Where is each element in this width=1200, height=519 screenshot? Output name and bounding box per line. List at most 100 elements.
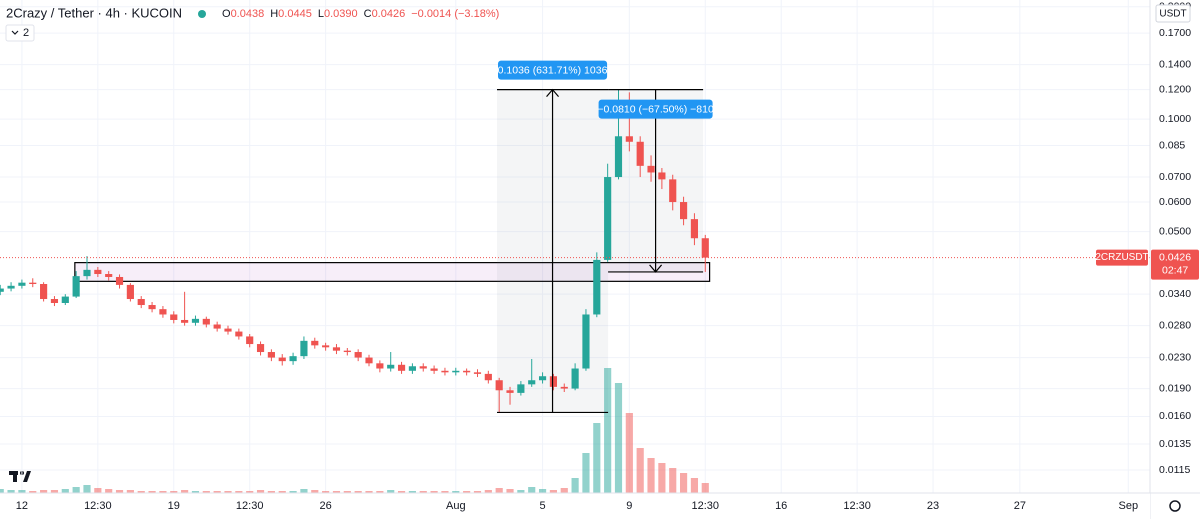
candle-body — [495, 380, 503, 391]
indicators-toggle[interactable] — [5, 24, 35, 42]
volume-bar — [593, 423, 601, 493]
volume-bar — [408, 491, 416, 493]
volume-bar — [115, 490, 124, 493]
x-tick-label: 12:30 — [84, 500, 112, 512]
candle-body — [690, 219, 699, 239]
candle-body — [256, 344, 265, 353]
volume-bar — [29, 491, 37, 493]
candle-body — [397, 364, 406, 371]
ohlc-value: 0.0445 — [278, 8, 312, 20]
volume-bar — [506, 489, 514, 493]
candle-body — [29, 282, 37, 285]
volume-bar — [560, 488, 568, 493]
y-tick-label: 0.0500 — [1159, 225, 1191, 237]
chevron — [11, 30, 19, 35]
candle-body — [658, 172, 666, 180]
volume-bar — [604, 368, 612, 493]
volume-bar — [463, 491, 471, 493]
settings-icon[interactable] — [1169, 500, 1181, 512]
volume-bar — [365, 491, 373, 493]
ohlc-key: L — [318, 8, 324, 20]
volume-bar — [332, 491, 341, 493]
currency: USDT — [1159, 9, 1186, 20]
x-tick-label: 23 — [927, 500, 939, 512]
volume-bar — [267, 491, 275, 493]
volume-bar — [647, 458, 655, 493]
ohlc-key: C — [364, 8, 372, 20]
last-price-box — [1151, 249, 1199, 280]
volume-bar — [311, 490, 319, 493]
candle-body — [159, 309, 167, 315]
volume-bar — [495, 488, 503, 493]
volume-bar — [50, 490, 59, 493]
volume-bar — [430, 491, 438, 493]
ohlc-value: 0.0390 — [324, 8, 358, 20]
volume-bar — [376, 491, 384, 493]
volume-bar — [246, 491, 254, 493]
candle-body — [376, 363, 384, 369]
volume-bar — [94, 488, 102, 493]
candle-body — [311, 340, 319, 346]
volume-bar — [137, 491, 145, 493]
candle-body — [408, 366, 416, 371]
candle-body — [625, 136, 633, 142]
candle-body — [83, 269, 91, 277]
currency-box — [1155, 4, 1191, 23]
candle-body — [170, 314, 178, 320]
candle-body — [647, 165, 655, 173]
volume-bar — [517, 490, 525, 493]
y-tick-label: 0.0190 — [1159, 382, 1191, 394]
y-tick-label: 0.0230 — [1159, 351, 1191, 363]
candle-body — [235, 331, 243, 337]
countdown: 02:47 — [1162, 264, 1188, 276]
volume-bar — [235, 491, 243, 493]
y-tick-label: 0.085 — [1159, 139, 1185, 151]
volume-bar — [72, 487, 80, 493]
volume-bar — [441, 491, 449, 493]
candle-body — [322, 345, 330, 348]
volume-bar — [658, 463, 666, 493]
candle-body — [636, 141, 644, 166]
time-axis — [0, 493, 1150, 519]
y-tick-label: 0.0280 — [1159, 319, 1191, 331]
volume-bar — [278, 491, 286, 493]
measure-label-box — [498, 60, 608, 80]
change: −0.0014 (−3.18%) — [411, 8, 499, 20]
candle-body — [452, 370, 460, 373]
x-tick-label: Sep — [1119, 500, 1139, 512]
y-tick-label: 0.1700 — [1159, 27, 1191, 39]
symbol-box — [1096, 249, 1148, 266]
volume-bar — [18, 490, 26, 493]
volume-bar — [473, 491, 482, 493]
candle-body — [484, 373, 492, 381]
candle-body — [419, 366, 427, 369]
candle-body — [582, 314, 590, 369]
volume-bar — [202, 491, 210, 493]
y-tick-label: 0.0700 — [1159, 171, 1191, 183]
x-tick-label: 19 — [168, 500, 180, 512]
candle-body — [300, 340, 308, 357]
x-tick-label: 16 — [775, 500, 787, 512]
volume-bar — [679, 473, 688, 493]
x-tick-label: 27 — [1014, 500, 1026, 512]
x-tick-label: 12:30 — [236, 500, 264, 512]
volume-bar — [625, 413, 633, 493]
volume-bar — [690, 478, 699, 493]
volume-bar — [126, 490, 134, 493]
volume-bar — [300, 489, 308, 493]
candle-body — [181, 319, 189, 323]
candle-body — [441, 370, 449, 373]
candle-body — [604, 177, 612, 260]
volume-bar — [61, 489, 69, 493]
ohlc: O0.0438 H0.0445 L0.0390 C0.0426 −0.0014 (−3.… — [222, 8, 499, 20]
ohlc-key: O — [222, 8, 231, 20]
volume-bar — [105, 489, 113, 493]
arrow-head — [649, 264, 663, 273]
candle-body — [473, 372, 482, 374]
y-tick-label: 0.0115 — [1159, 464, 1190, 476]
candle-body — [224, 328, 232, 332]
candle-body — [7, 285, 15, 289]
volume-bar — [148, 491, 156, 493]
volume-bar — [181, 490, 189, 493]
volume-bar — [83, 485, 91, 493]
